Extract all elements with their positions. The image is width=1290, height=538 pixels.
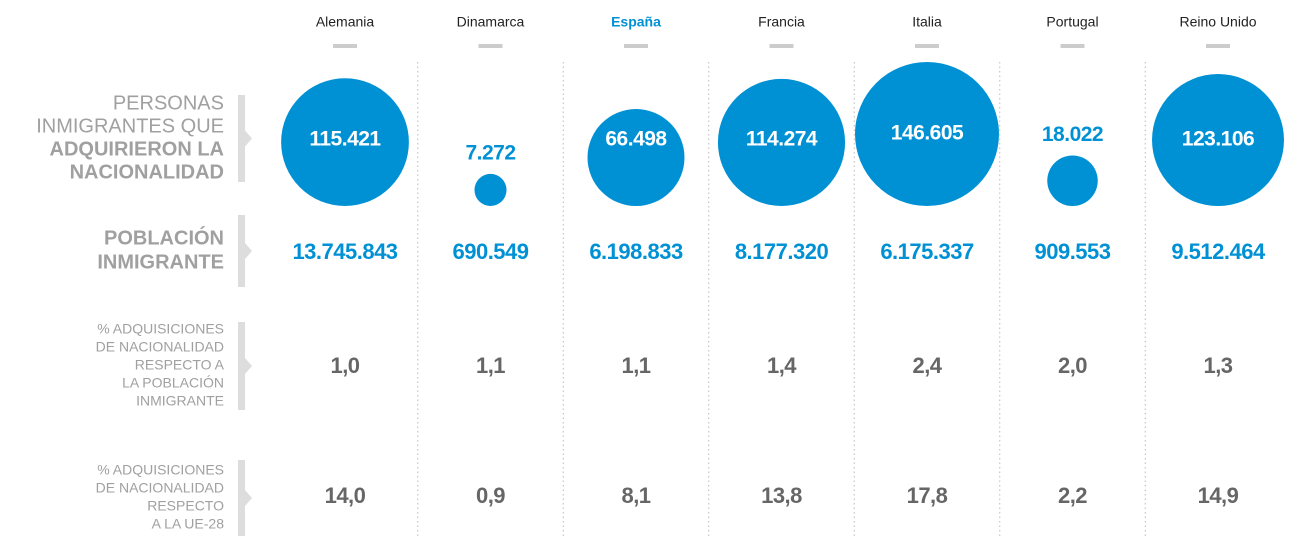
bubble [717, 78, 846, 206]
row-label: PERSONAS [113, 92, 224, 114]
row-chevron [238, 215, 252, 287]
row-label: RESPECTO [147, 498, 224, 514]
row-value: 1,1 [621, 353, 650, 378]
bubble [1047, 155, 1098, 206]
bubble [281, 78, 409, 206]
row-label: % ADQUISICIONES [97, 462, 224, 478]
row-value: 2,0 [1058, 353, 1087, 378]
row-label: A LA UE-28 [152, 516, 225, 532]
row-value: 13.745.843 [292, 239, 397, 264]
row-value: 13,8 [761, 483, 802, 508]
row-label: NACIONALIDAD [70, 161, 224, 183]
header-dash [915, 44, 939, 48]
row-chevron [238, 95, 252, 182]
bubble-label: 114.274 [746, 128, 818, 151]
row-chevron [238, 322, 252, 410]
header-dash [333, 44, 357, 48]
bubble [1152, 74, 1284, 206]
header-dash [624, 44, 648, 48]
row-value: 6.175.337 [880, 239, 974, 264]
row-label: INMIGRANTE [136, 393, 224, 409]
row-value: 14,9 [1198, 483, 1239, 508]
bubble [587, 109, 685, 206]
row-label: INMIGRANTE [97, 251, 224, 273]
row-value: 9.512.464 [1171, 239, 1266, 264]
row-value: 2,4 [912, 353, 942, 378]
bubble-label: 115.421 [309, 128, 381, 151]
row-value: 1,3 [1203, 353, 1232, 378]
row-label: DE NACIONALIDAD [96, 480, 224, 496]
row-label: LA POBLACIÓN [122, 375, 224, 391]
row-label: % ADQUISICIONES [97, 321, 224, 337]
bubble-label: 146.605 [891, 122, 964, 145]
row-chevron [238, 460, 252, 536]
row-label: RESPECTO A [135, 357, 225, 373]
header-dash [769, 44, 794, 48]
bubble-label: 66.498 [605, 128, 667, 151]
row-value: 8,1 [621, 483, 650, 508]
row-label: DE NACIONALIDAD [96, 339, 224, 355]
column-header: Italia [912, 14, 942, 30]
bubble [474, 173, 507, 206]
header-dash [1060, 44, 1085, 48]
row-value: 8.177.320 [735, 239, 829, 264]
header-dash [478, 44, 503, 48]
row-value: 14,0 [325, 483, 366, 508]
bubble-label: 123.106 [1182, 128, 1254, 151]
bubble-label: 7.272 [465, 141, 515, 164]
row-label: POBLACIÓN [104, 225, 224, 249]
column-header: Francia [758, 14, 805, 30]
row-value: 17,8 [907, 483, 948, 508]
bubble [855, 62, 999, 206]
row-value: 909.553 [1034, 239, 1110, 264]
column-header: Dinamarca [457, 14, 525, 30]
row-value: 690.549 [452, 239, 528, 264]
row-label: INMIGRANTES QUE [36, 115, 224, 137]
column-header: Alemania [316, 14, 375, 30]
column-header: Reino Unido [1179, 14, 1256, 30]
row-value: 0,9 [476, 483, 505, 508]
row-value: 1,1 [476, 353, 505, 378]
row-label: ADQUIRIERON LA [50, 138, 224, 160]
header-dash [1206, 44, 1230, 48]
column-header: España [611, 14, 661, 30]
row-value: 2,2 [1058, 483, 1087, 508]
column-header: Portugal [1046, 14, 1098, 30]
row-value: 1,4 [767, 353, 797, 378]
row-value: 1,0 [330, 353, 359, 378]
row-value: 6.198.833 [589, 239, 683, 264]
bubble-label: 18.022 [1042, 123, 1103, 146]
